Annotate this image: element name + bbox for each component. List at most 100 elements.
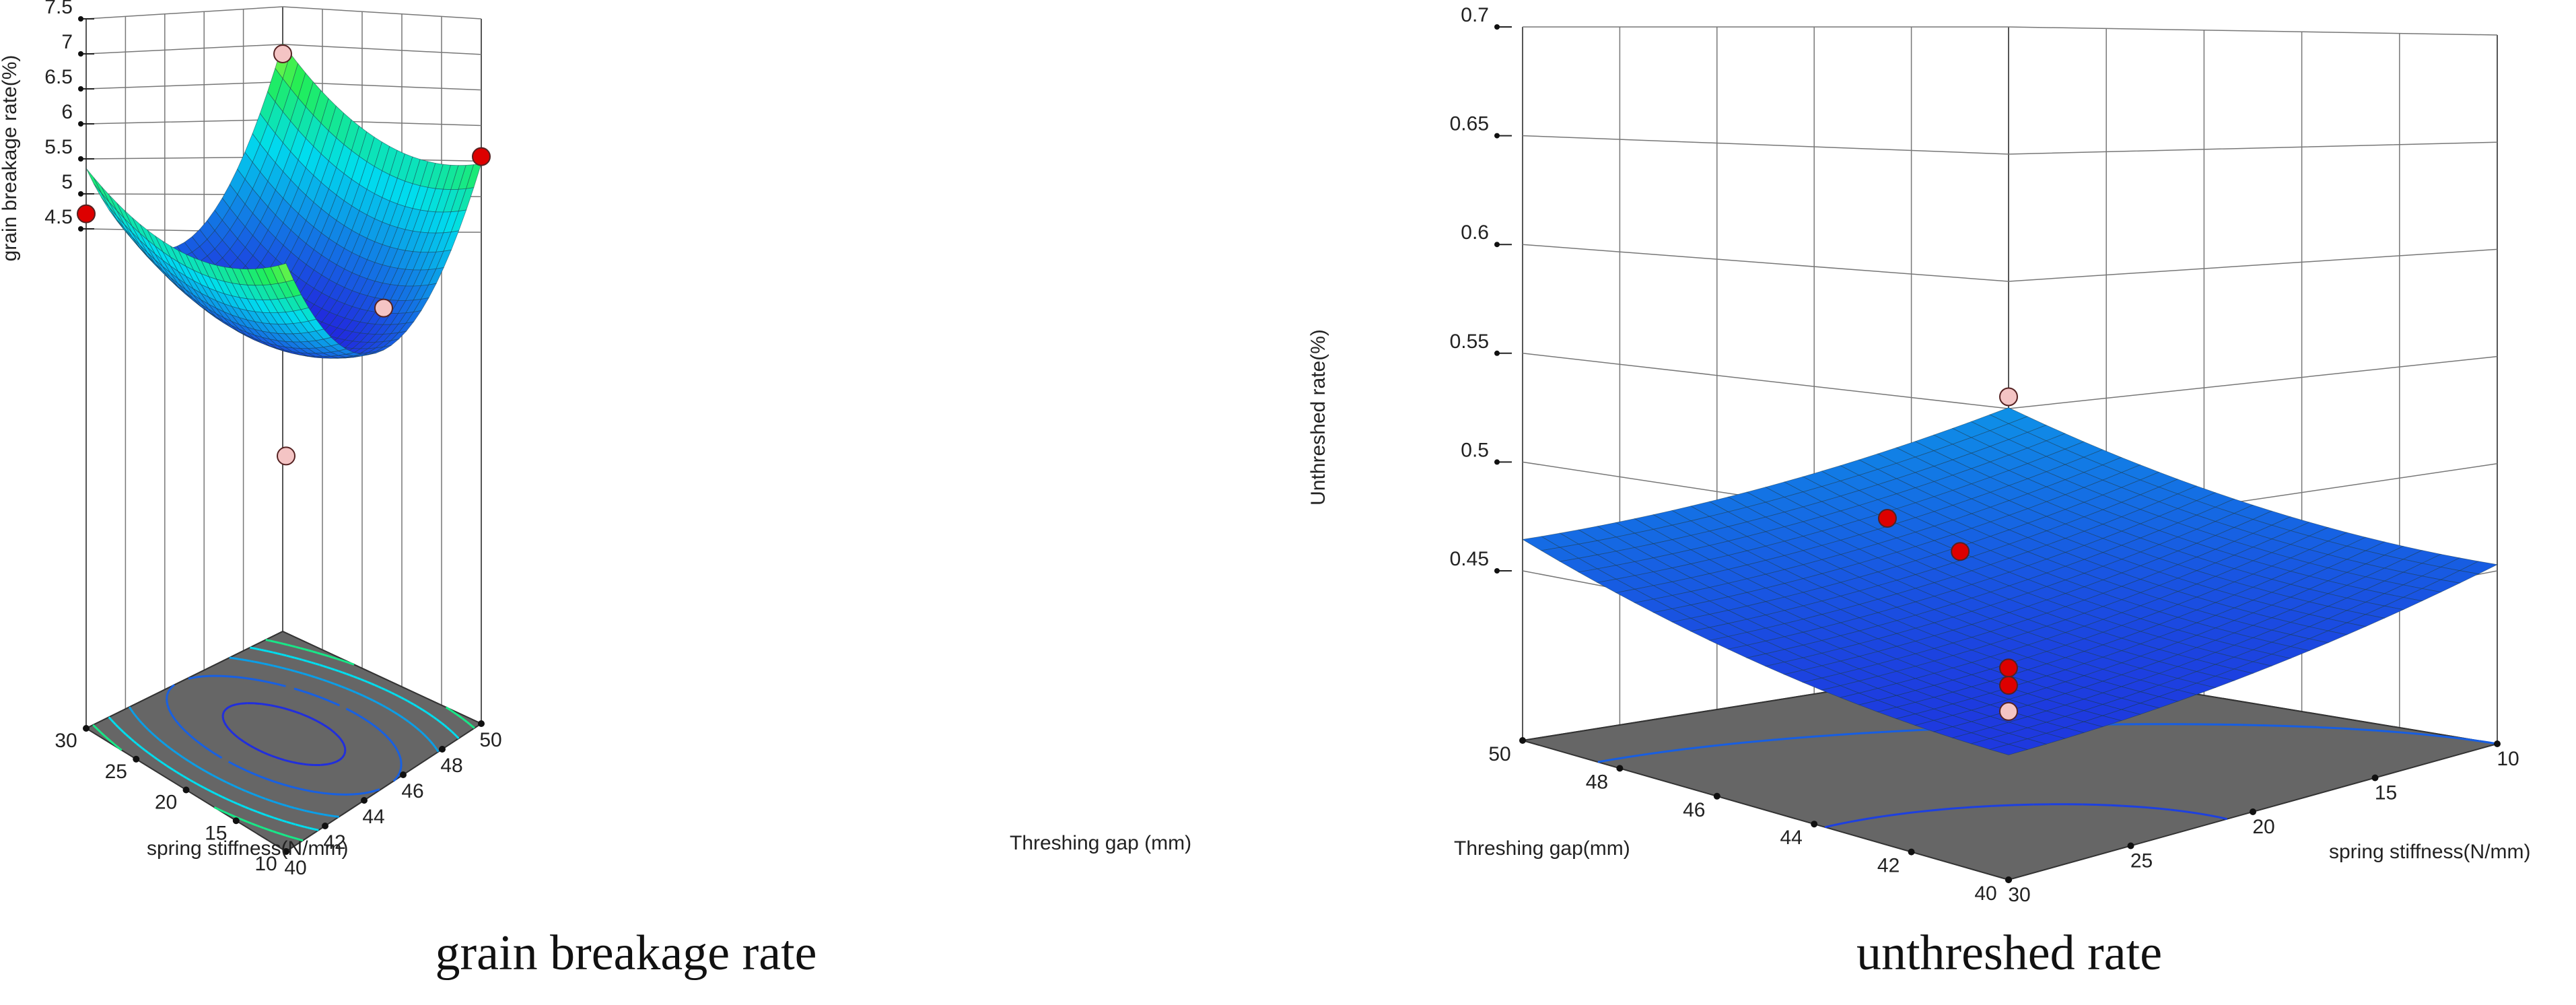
design-point bbox=[1999, 676, 2018, 695]
contour-segment bbox=[199, 742, 204, 747]
contour-segment bbox=[421, 731, 425, 736]
contour-segment bbox=[427, 712, 432, 716]
x-tick-dot bbox=[361, 797, 368, 804]
x-tick-dot bbox=[400, 771, 407, 778]
z-tick-dot bbox=[1494, 24, 1500, 30]
contour-segment bbox=[271, 755, 277, 759]
contour-segment bbox=[1859, 817, 1869, 821]
contour-segment bbox=[223, 810, 229, 815]
y-tick-dot bbox=[182, 786, 190, 794]
contour-segment bbox=[393, 745, 397, 749]
contour-segment bbox=[269, 815, 275, 819]
contour-segment bbox=[217, 794, 223, 798]
x-tick-dot bbox=[1519, 737, 1526, 744]
design-point bbox=[472, 147, 491, 166]
contour-segment bbox=[2386, 730, 2396, 733]
surface-cell bbox=[94, 177, 110, 203]
contour-segment bbox=[144, 749, 149, 754]
x-tick-label: 42 bbox=[1877, 855, 1900, 877]
contour-segment bbox=[1869, 816, 1879, 820]
contour-segment bbox=[2318, 726, 2331, 729]
floor-axes: 40 42 44 46 48 50 10 15 20 25 30 Threshing gap(mm) s… bbox=[1307, 329, 2531, 906]
contour-segment bbox=[320, 792, 324, 794]
contour-segment bbox=[110, 719, 114, 723]
contour-segment bbox=[280, 833, 286, 837]
contour-segment bbox=[378, 702, 383, 707]
contour-segment bbox=[1648, 751, 1658, 755]
contour-segment bbox=[391, 709, 396, 714]
z-tick-dot bbox=[78, 51, 83, 57]
contour-segment bbox=[287, 668, 291, 671]
z-tick-label: 5 bbox=[61, 171, 73, 193]
contour-segment bbox=[222, 719, 226, 724]
contour-segment bbox=[1840, 733, 1850, 736]
contour-segment bbox=[1908, 810, 1920, 815]
contour-segment bbox=[1850, 819, 1860, 823]
contour-segment bbox=[272, 682, 277, 685]
contour-segment bbox=[267, 681, 273, 685]
z-tick-label: 7.5 bbox=[44, 0, 73, 18]
contour-segment bbox=[332, 701, 337, 705]
contour-segment bbox=[227, 812, 232, 817]
contour-segment bbox=[219, 777, 223, 782]
contour-segment bbox=[401, 697, 405, 701]
contour-segment bbox=[304, 809, 307, 812]
contour-segment bbox=[456, 735, 460, 739]
contour-segment bbox=[433, 716, 438, 720]
contour-segment bbox=[326, 680, 331, 684]
contour-segment bbox=[230, 783, 235, 787]
contour-segment bbox=[451, 730, 455, 735]
contour-segment bbox=[287, 644, 293, 648]
contour-segment bbox=[1631, 754, 1640, 758]
contour-segment bbox=[169, 767, 174, 771]
contour-segment bbox=[347, 661, 353, 665]
contour-segment bbox=[416, 727, 420, 731]
contour-segment bbox=[332, 730, 337, 734]
contour-segment bbox=[395, 748, 399, 752]
contour-segment bbox=[267, 829, 273, 833]
contour-segment bbox=[2019, 803, 2033, 806]
contour-segment bbox=[143, 724, 147, 728]
contour-segment bbox=[1737, 741, 1743, 744]
contour-segment bbox=[1666, 749, 1676, 753]
contour-segment bbox=[335, 703, 341, 707]
contour-segment bbox=[166, 695, 168, 698]
contour-segment bbox=[473, 726, 475, 729]
contour-segment bbox=[471, 725, 475, 728]
z-tick-dot bbox=[78, 16, 83, 22]
contour-segment bbox=[380, 730, 385, 735]
contour-segment bbox=[376, 726, 380, 730]
x-tick-label: 50 bbox=[479, 729, 501, 751]
contour-segment bbox=[119, 748, 123, 751]
contour-segment bbox=[436, 748, 439, 752]
contour-segment bbox=[2453, 736, 2464, 740]
contour-segment bbox=[172, 749, 177, 754]
contour-segment bbox=[294, 670, 300, 674]
contour-segment bbox=[305, 789, 310, 792]
contour-segment bbox=[229, 799, 234, 803]
contour-segment bbox=[277, 666, 283, 669]
contour-segment bbox=[438, 720, 443, 724]
contour-segment bbox=[290, 668, 295, 672]
contour-segment bbox=[1703, 744, 1714, 749]
x-tick-dot bbox=[439, 746, 446, 753]
contour-segment bbox=[2344, 727, 2354, 730]
contour-segment bbox=[233, 801, 238, 805]
contour-segment bbox=[205, 770, 209, 774]
contour-segment bbox=[201, 768, 206, 772]
contour-segment bbox=[169, 711, 173, 715]
contour-segment bbox=[391, 691, 396, 695]
contour-lines bbox=[92, 638, 475, 842]
contour-segment bbox=[235, 764, 240, 769]
contour-segment bbox=[263, 649, 269, 653]
contour-segment bbox=[1995, 804, 2005, 807]
contour-segment bbox=[1722, 742, 1733, 746]
contour-segment bbox=[1752, 740, 1763, 743]
contour-segment bbox=[433, 746, 438, 750]
z-axis-title: grain breakage rate(%) bbox=[0, 55, 21, 262]
z-tick-dot bbox=[78, 226, 83, 232]
contour-segment bbox=[324, 654, 330, 658]
contour-segment bbox=[116, 745, 120, 750]
contour-segment bbox=[298, 671, 304, 674]
contour-segment bbox=[2005, 804, 2015, 806]
